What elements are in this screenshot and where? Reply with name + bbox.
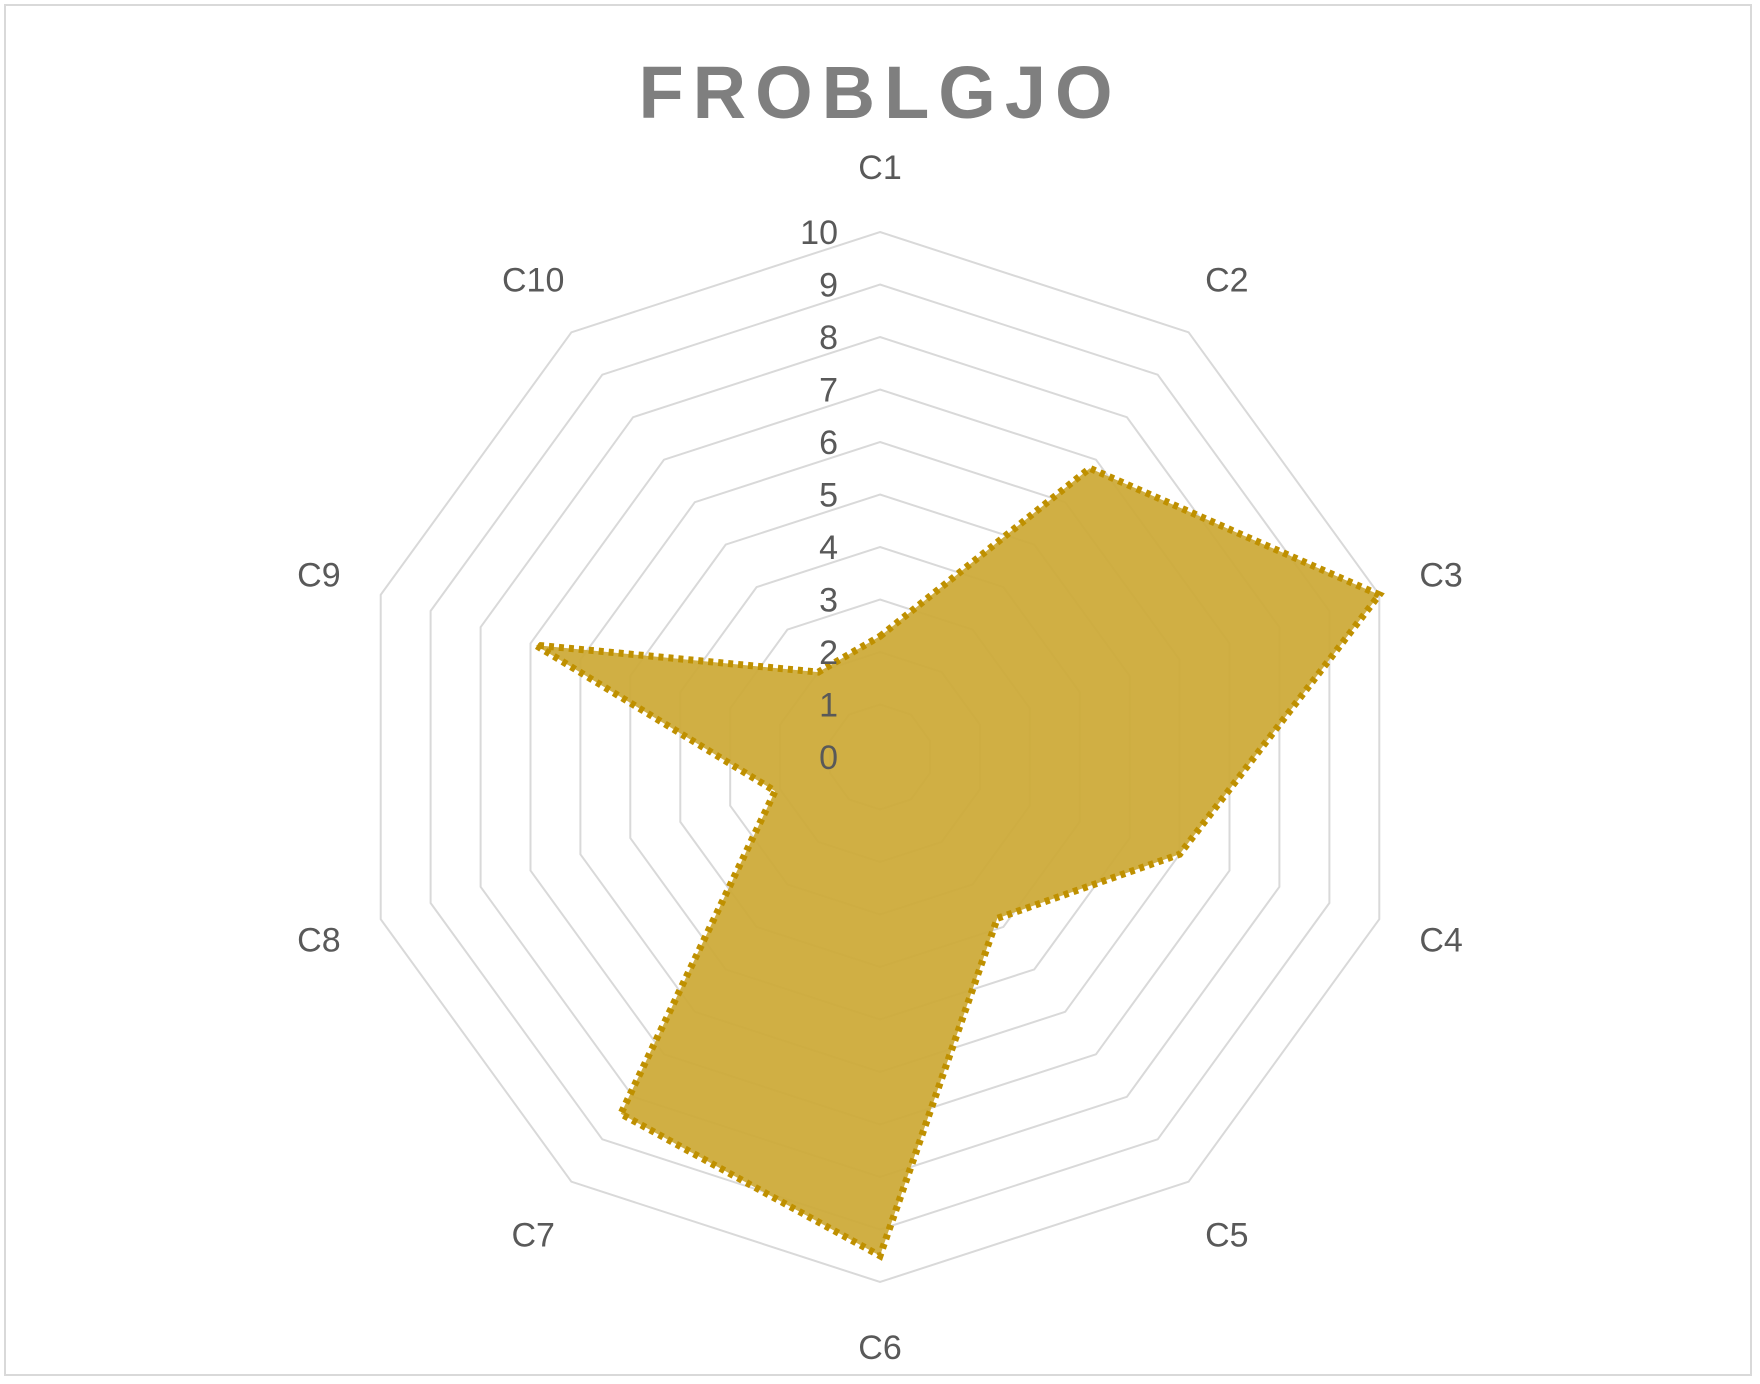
radar-series [535,468,1379,1256]
tick-label-1: 1 [819,687,838,725]
category-label-c10: C10 [502,262,564,300]
tick-label-2: 2 [819,634,838,672]
tick-label-6: 6 [819,424,838,462]
series-area-1 [536,468,1380,1256]
tick-label-4: 4 [819,529,838,567]
category-label-c8: C8 [297,921,340,959]
category-label-c4: C4 [1419,921,1462,959]
category-label-c9: C9 [297,557,340,595]
category-label-c3: C3 [1419,557,1462,595]
tick-label-9: 9 [819,267,838,305]
category-label-c1: C1 [858,149,901,187]
tick-label-10: 10 [800,214,838,252]
tick-label-8: 8 [819,319,838,357]
category-label-c7: C7 [511,1216,554,1254]
category-label-c2: C2 [1205,262,1248,300]
tick-label-5: 5 [819,477,838,515]
tick-label-0: 0 [819,739,838,777]
tick-label-3: 3 [819,582,838,620]
tick-label-7: 7 [819,372,838,410]
category-label-c6: C6 [858,1329,901,1367]
category-label-c5: C5 [1205,1216,1248,1254]
